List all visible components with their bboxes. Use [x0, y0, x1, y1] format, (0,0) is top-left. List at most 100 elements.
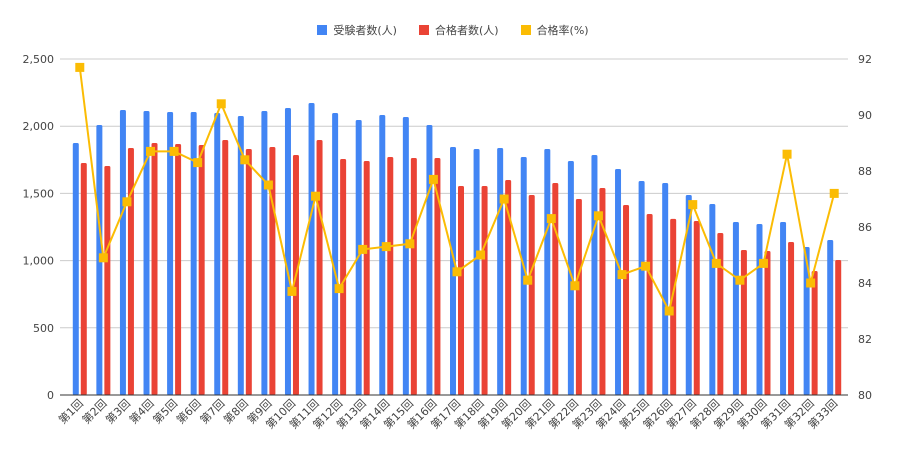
- pass-rate-point: [75, 62, 85, 72]
- bar-examinees: [591, 154, 598, 395]
- legend-item-pass-rate: 合格率(%): [520, 22, 589, 38]
- bar-examinees: [497, 147, 504, 395]
- x-tick-label: 第6回: [173, 396, 203, 426]
- bar-passers: [528, 195, 535, 395]
- x-tick-label: 第3回: [103, 396, 133, 426]
- bar-passers: [127, 147, 134, 395]
- pass-rate-point: [193, 158, 203, 168]
- left-tick-label: 500: [33, 322, 54, 335]
- legend-swatch: [317, 25, 328, 35]
- bar-examinees: [567, 161, 574, 395]
- legend-swatch: [520, 25, 531, 35]
- legend-label: 受験者数(人): [333, 24, 397, 37]
- bar-examinees: [214, 113, 221, 395]
- bar-examinees: [615, 168, 622, 395]
- bar-examinees: [685, 195, 692, 395]
- bar-examinees: [237, 115, 244, 396]
- x-tick-label: 第2回: [79, 396, 109, 426]
- right-tick-label: 90: [858, 109, 872, 122]
- pass-rate-point: [476, 250, 486, 260]
- right-tick-label: 82: [858, 333, 872, 346]
- pass-rate-point: [806, 278, 816, 288]
- pass-rate-point: [334, 284, 344, 294]
- pass-rate-point: [428, 174, 438, 184]
- bar-examinees: [827, 240, 834, 395]
- bar-passers: [764, 251, 771, 395]
- bar-passers: [222, 140, 229, 395]
- right-tick-label: 80: [858, 389, 872, 402]
- bar-examinees: [709, 204, 716, 395]
- bar-examinees: [473, 149, 480, 395]
- bar-passers: [245, 149, 252, 395]
- pass-rate-point: [311, 191, 321, 201]
- bar-passers: [717, 233, 724, 395]
- bar-examinees: [638, 181, 645, 395]
- bar-passers: [316, 140, 323, 395]
- right-tick-label: 84: [858, 277, 872, 290]
- pass-rate-point: [358, 244, 368, 254]
- pass-rate-point: [216, 99, 226, 109]
- pass-rate-point: [688, 200, 698, 210]
- pass-rate-point: [735, 275, 745, 285]
- bar-passers: [575, 199, 582, 395]
- bar-examinees: [261, 111, 268, 395]
- pass-rate-point: [829, 188, 839, 198]
- legend-label: 合格者数(人): [434, 24, 499, 37]
- bar-passers: [363, 161, 370, 395]
- right-tick-label: 92: [858, 53, 872, 66]
- bar-passers: [740, 249, 747, 395]
- bar-examinees: [379, 115, 386, 395]
- pass-rate-point: [146, 146, 156, 156]
- pass-rate-point: [98, 253, 108, 263]
- pass-rate-point: [287, 286, 297, 296]
- right-tick-label: 88: [858, 165, 872, 178]
- pass-rate-point: [593, 211, 603, 221]
- bar-examinees: [544, 149, 551, 395]
- pass-rate-point: [523, 275, 533, 285]
- x-tick-label: 第7回: [197, 396, 227, 426]
- pass-rate-point: [570, 281, 580, 291]
- legend-swatch: [418, 25, 429, 35]
- bar-examinees: [308, 102, 315, 396]
- pass-rate-point: [169, 146, 179, 156]
- pass-rate-point: [664, 306, 674, 316]
- bar-passers: [80, 163, 87, 395]
- bar-passers: [481, 186, 488, 395]
- bar-examinees: [662, 183, 669, 395]
- bar-examinees: [167, 111, 174, 395]
- left-tick-label: 1,500: [23, 187, 55, 200]
- right-tick-label: 86: [858, 221, 872, 234]
- pass-rate-point: [381, 242, 391, 252]
- bar-passers: [505, 179, 512, 395]
- left-tick-label: 0: [47, 389, 54, 402]
- x-tick-label: 第4回: [126, 396, 156, 426]
- x-tick-label: 第1回: [56, 396, 86, 426]
- bar-examinees: [284, 108, 291, 395]
- pass-rate-point: [758, 258, 768, 268]
- legend-item-examinees: 受験者数(人): [317, 22, 397, 38]
- bar-examinees: [780, 222, 787, 395]
- left-tick-label: 2,000: [23, 120, 55, 133]
- bar-passers: [599, 188, 606, 395]
- bar-passers: [434, 158, 441, 395]
- bar-examinees: [402, 117, 409, 396]
- bar-passers: [835, 260, 842, 395]
- pass-rate-point: [452, 267, 462, 277]
- pass-rate-point: [240, 155, 250, 165]
- bar-passers: [788, 242, 795, 395]
- bar-examinees: [732, 222, 739, 395]
- left-tick-label: 1,000: [23, 255, 55, 268]
- bar-passers: [693, 220, 700, 395]
- bar-passers: [623, 204, 630, 395]
- bar-passers: [198, 145, 205, 395]
- bar-passers: [175, 143, 182, 395]
- pass-rate-point: [263, 180, 273, 190]
- bar-passers: [104, 165, 111, 395]
- bar-examinees: [143, 111, 150, 395]
- legend-label: 合格率(%): [536, 24, 589, 37]
- pass-rate-point: [499, 194, 509, 204]
- bar-passers: [646, 213, 653, 395]
- bar-examinees: [426, 124, 433, 395]
- pass-rate-point: [711, 258, 721, 268]
